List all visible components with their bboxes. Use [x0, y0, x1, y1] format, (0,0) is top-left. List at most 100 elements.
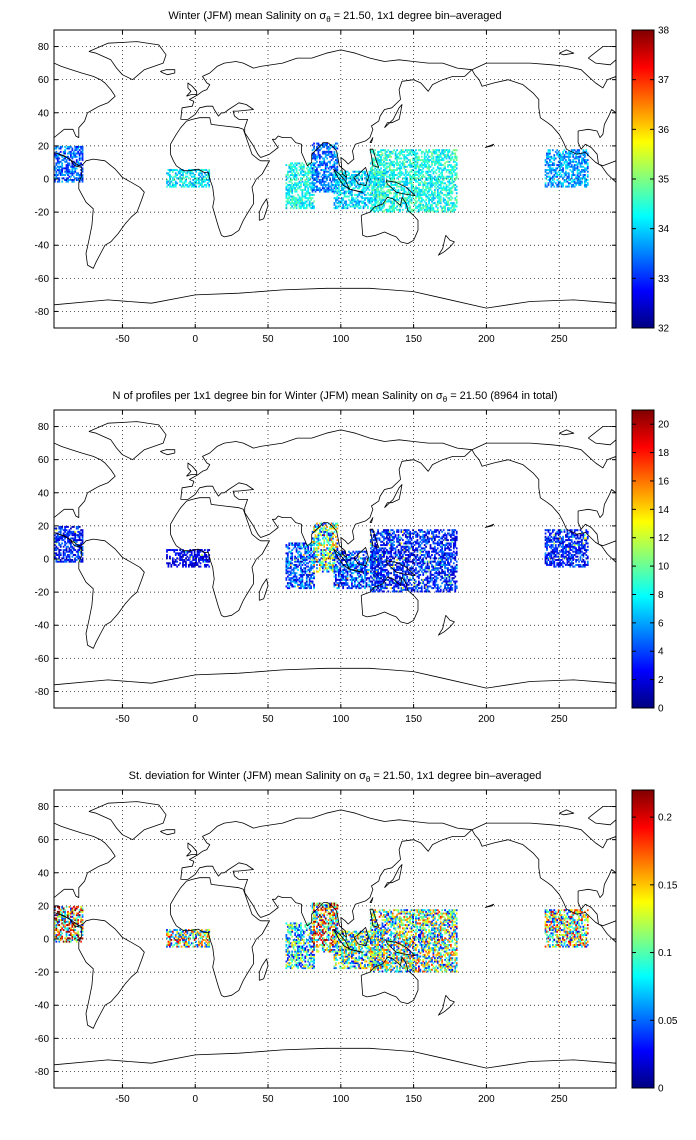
- data-cell: [333, 177, 336, 180]
- data-cell: [556, 152, 559, 155]
- data-cell: [365, 552, 368, 555]
- data-cell: [327, 537, 330, 540]
- data-cell: [327, 187, 330, 190]
- data-cell: [383, 563, 385, 566]
- data-cell: [330, 530, 333, 533]
- data-cell: [375, 175, 378, 178]
- data-cell: [199, 555, 202, 558]
- data-cell: [554, 175, 557, 178]
- data-cell: [549, 160, 551, 163]
- data-cell: [367, 192, 369, 195]
- data-cell: [314, 537, 317, 540]
- data-cell: [288, 188, 291, 191]
- data-cell: [171, 179, 174, 181]
- data-cell: [358, 568, 361, 571]
- data-cell: [410, 149, 413, 152]
- data-cell: [388, 205, 391, 208]
- data-cell: [67, 145, 69, 148]
- data-cell: [409, 205, 412, 208]
- data-cell: [380, 185, 382, 188]
- data-cell: [288, 577, 291, 580]
- y-tick-label: 40: [38, 108, 50, 119]
- data-cell: [425, 193, 428, 196]
- data-cell: [67, 535, 69, 538]
- data-cell: [352, 572, 355, 575]
- data-cell: [302, 544, 305, 547]
- data-cell: [333, 187, 336, 190]
- data-cell: [563, 180, 566, 183]
- data-cell: [384, 195, 387, 198]
- data-cell: [455, 175, 458, 178]
- data-cell: [198, 172, 200, 175]
- data-cell: [371, 562, 374, 565]
- data-cell: [368, 183, 371, 186]
- data-cell: [428, 160, 430, 163]
- data-cell: [67, 530, 69, 533]
- coastline: [559, 49, 575, 56]
- data-cell: [285, 197, 288, 200]
- data-cell: [551, 179, 554, 181]
- data-cell: [330, 155, 333, 158]
- data-cell: [72, 150, 75, 153]
- data-cell: [409, 165, 412, 168]
- data-cell: [429, 205, 432, 208]
- data-cell: [400, 170, 403, 173]
- data-cell: [406, 149, 409, 152]
- data-cell: [390, 185, 393, 188]
- data-cell: [565, 174, 567, 176]
- data-cell: [81, 154, 84, 157]
- data-cell: [317, 180, 320, 183]
- data-cell: [378, 562, 381, 565]
- data-cell: [62, 555, 65, 558]
- data-cell: [335, 155, 337, 158]
- data-cell: [174, 549, 177, 552]
- data-cell: [176, 182, 179, 185]
- data-cell: [438, 179, 441, 181]
- data-cell: [292, 547, 295, 550]
- data-cell: [550, 169, 553, 172]
- data-cell: [346, 587, 349, 590]
- data-cell: [55, 557, 58, 560]
- data-cell: [205, 179, 208, 181]
- data-cell: [439, 167, 442, 170]
- data-cell: [362, 560, 365, 563]
- data-cell: [339, 580, 342, 583]
- data-cell: [56, 169, 59, 172]
- data-cell: [294, 187, 296, 190]
- data-cell: [575, 157, 577, 160]
- data-cell: [67, 172, 69, 175]
- data-cell: [415, 160, 417, 163]
- data-cell: [352, 175, 355, 178]
- data-cell: [202, 557, 205, 560]
- data-cell: [305, 180, 308, 183]
- data-cell: [324, 529, 327, 532]
- data-cell: [410, 154, 413, 157]
- data-cell: [581, 165, 583, 168]
- data-cell: [434, 162, 436, 165]
- data-cell: [428, 149, 430, 152]
- data-cell: [183, 177, 186, 180]
- data-cell: [429, 183, 432, 186]
- data-cell: [579, 182, 582, 185]
- data-cell: [551, 162, 554, 165]
- data-cell: [67, 174, 69, 176]
- data-cell: [314, 170, 317, 173]
- data-cell: [362, 188, 365, 191]
- data-cell: [426, 170, 429, 173]
- data-cell: [310, 172, 313, 175]
- data-cell: [431, 154, 433, 157]
- data-cell: [75, 145, 78, 148]
- data-cell: [550, 182, 553, 185]
- data-cell: [447, 177, 449, 180]
- data-cell: [550, 183, 553, 186]
- data-cell: [415, 170, 417, 173]
- data-cell: [289, 169, 292, 172]
- data-cell: [434, 152, 436, 155]
- data-cell: [378, 155, 381, 158]
- data-cell: [310, 185, 313, 188]
- data-cell: [295, 164, 298, 167]
- data-cell: [407, 172, 410, 175]
- data-cell: [556, 185, 559, 188]
- data-cell: [291, 544, 294, 547]
- data-cell: [432, 198, 435, 201]
